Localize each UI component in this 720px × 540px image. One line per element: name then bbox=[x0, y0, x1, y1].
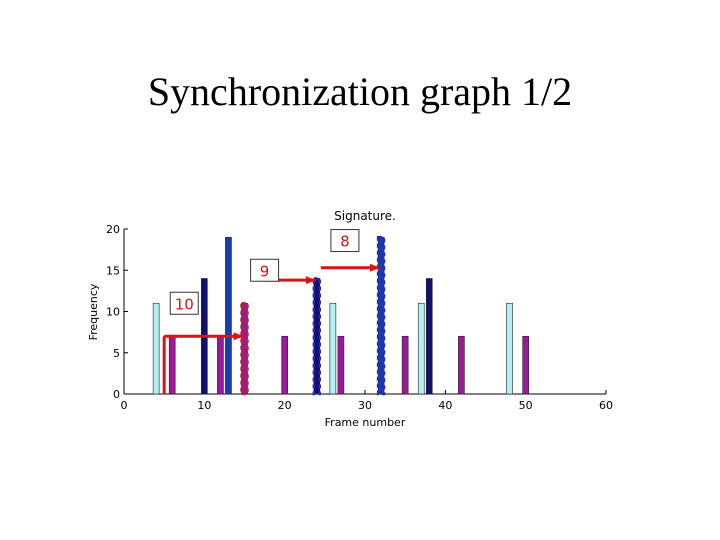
bar bbox=[458, 335, 465, 395]
bar bbox=[425, 278, 433, 395]
bar bbox=[152, 302, 160, 395]
bar bbox=[417, 302, 425, 395]
shift-label-box bbox=[169, 291, 199, 315]
x-axis-label: Frame number bbox=[325, 416, 406, 429]
bar bbox=[281, 335, 288, 395]
x-tick-label: 30 bbox=[358, 399, 372, 412]
bar bbox=[225, 236, 232, 395]
dashed-bar-outline bbox=[312, 277, 321, 396]
x-tick-label: 0 bbox=[121, 399, 128, 412]
shift-label-box bbox=[250, 258, 280, 282]
bar bbox=[329, 302, 337, 395]
y-tick-label: 5 bbox=[113, 347, 120, 360]
x-tick-label: 50 bbox=[519, 399, 533, 412]
chart-dashed-bars bbox=[240, 236, 386, 396]
y-tick-label: 15 bbox=[106, 264, 120, 277]
bar bbox=[522, 335, 529, 395]
bar bbox=[168, 335, 176, 395]
chart-annotations: 10 9 8 bbox=[162, 229, 381, 394]
bar bbox=[217, 335, 224, 395]
shift-label: 8 bbox=[340, 233, 350, 251]
shift-label-box bbox=[330, 229, 360, 253]
dashed-bar-outline bbox=[376, 236, 386, 396]
y-tick-label: 10 bbox=[106, 306, 120, 319]
dashed-bar-outline bbox=[240, 302, 249, 396]
chart-axes: 0 10 20 30 40 50 60 0 5 10 15 20 bbox=[106, 223, 613, 412]
shift-label: 10 bbox=[175, 295, 194, 313]
bar bbox=[506, 302, 513, 395]
chart-bars bbox=[152, 236, 529, 395]
y-tick-label: 0 bbox=[113, 388, 120, 401]
bar bbox=[337, 335, 345, 395]
chart-title: Signature. bbox=[334, 209, 396, 223]
x-tick-label: 10 bbox=[197, 399, 211, 412]
bar bbox=[401, 335, 409, 395]
x-tick-label: 40 bbox=[438, 399, 452, 412]
shift-label: 9 bbox=[260, 262, 270, 280]
y-tick-label: 20 bbox=[106, 223, 120, 236]
x-tick-label: 20 bbox=[278, 399, 292, 412]
x-tick-label: 60 bbox=[599, 399, 613, 412]
slide-title: Synchronization graph 1/2 bbox=[147, 69, 573, 114]
y-axis-label: Frequency bbox=[87, 283, 100, 340]
